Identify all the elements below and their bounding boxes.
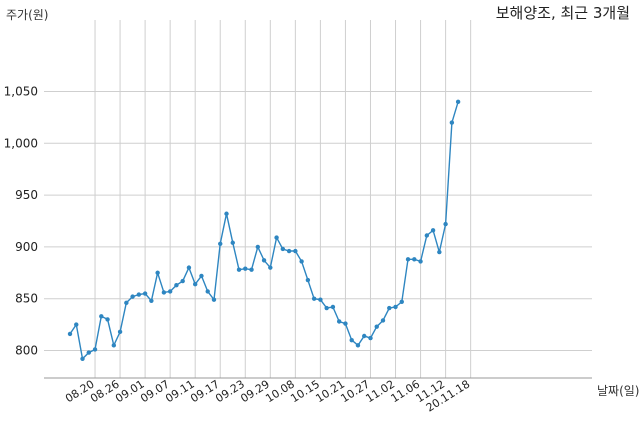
data-point <box>399 299 404 305</box>
data-point <box>412 257 417 262</box>
data-point <box>299 259 304 264</box>
data-point <box>318 297 323 302</box>
data-point <box>117 329 123 335</box>
data-point <box>343 321 348 326</box>
data-point <box>374 324 379 329</box>
y-tick-label: 950 <box>15 188 38 202</box>
data-point <box>449 120 455 125</box>
data-point <box>387 305 392 311</box>
data-point <box>443 221 448 227</box>
data-point <box>261 258 267 263</box>
x-axis-label: 날짜(일) <box>597 384 640 398</box>
data-point <box>186 265 192 270</box>
data-point <box>236 267 242 272</box>
data-point <box>74 322 79 327</box>
data-point <box>124 300 129 306</box>
y-tick-label: 850 <box>15 292 38 306</box>
data-point <box>280 246 286 252</box>
data-point <box>380 318 386 323</box>
data-point <box>136 292 142 297</box>
data-point <box>111 343 117 348</box>
data-point <box>243 266 248 271</box>
data-point <box>99 314 104 319</box>
data-point <box>293 248 298 254</box>
data-point <box>193 281 198 287</box>
data-point <box>67 331 73 337</box>
y-tick-label: 800 <box>15 344 38 358</box>
data-point <box>255 244 260 250</box>
data-point <box>274 235 279 240</box>
data-point <box>249 267 254 272</box>
data-point <box>355 343 361 348</box>
data-point <box>362 333 367 339</box>
data-point <box>349 337 354 343</box>
y-tick-label: 1,050 <box>4 85 38 99</box>
data-point <box>167 289 173 294</box>
data-point <box>336 319 342 324</box>
data-point <box>305 277 311 283</box>
data-point <box>205 289 210 294</box>
y-tick-label: 900 <box>15 240 38 254</box>
data-point <box>180 278 185 284</box>
data-point <box>218 241 223 246</box>
y-tick-label: 1,000 <box>4 136 38 150</box>
data-point <box>324 305 329 311</box>
data-point <box>424 233 430 238</box>
y-axis-label: 주가(원) <box>6 8 49 22</box>
data-point <box>199 273 204 279</box>
data-point <box>224 211 229 216</box>
data-point <box>161 290 167 295</box>
data-point <box>311 296 317 301</box>
data-point <box>155 270 160 275</box>
chart-title: 보해양조, 최근 3개월 <box>495 4 630 22</box>
price-line <box>69 101 459 361</box>
data-point <box>393 304 398 310</box>
data-point <box>268 265 273 270</box>
data-point <box>174 283 179 288</box>
data-point <box>230 240 235 245</box>
data-point <box>130 294 135 299</box>
data-point <box>149 298 154 303</box>
data-point <box>405 257 411 262</box>
data-point <box>430 228 436 233</box>
data-point <box>105 317 110 322</box>
data-point <box>92 347 98 352</box>
data-point <box>80 356 85 361</box>
data-point <box>86 350 91 355</box>
data-point <box>437 249 442 255</box>
data-point <box>211 297 217 302</box>
data-point <box>142 291 148 296</box>
data-point <box>418 259 423 264</box>
data-point <box>330 304 336 310</box>
data-point <box>286 248 292 254</box>
data-point <box>455 99 461 105</box>
data-point <box>368 335 373 341</box>
